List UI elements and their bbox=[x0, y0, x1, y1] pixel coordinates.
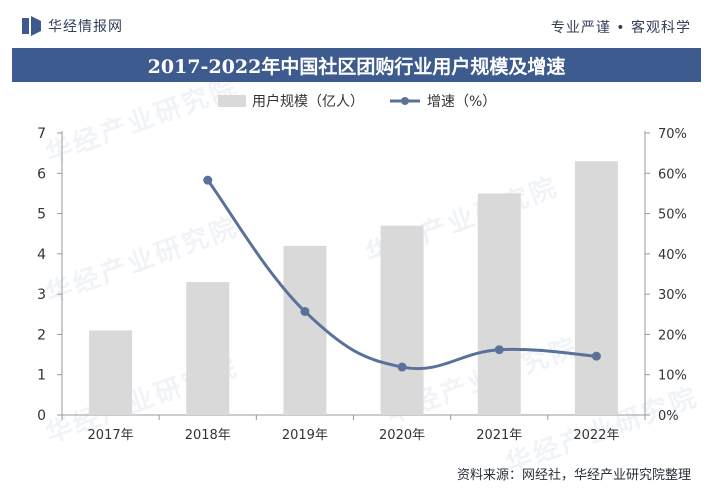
x-tick-label: 2019年 bbox=[282, 428, 328, 443]
bar bbox=[89, 330, 133, 415]
bar bbox=[283, 245, 327, 415]
bar bbox=[574, 161, 618, 415]
y2-tick-label: 10% bbox=[658, 369, 687, 384]
bar bbox=[186, 282, 230, 415]
y2-tick-label: 70% bbox=[658, 127, 687, 142]
x-tick-label: 2020年 bbox=[379, 428, 425, 443]
y-tick-label: 2 bbox=[37, 327, 46, 343]
growth-point bbox=[494, 345, 504, 355]
y2-tick-label: 50% bbox=[658, 208, 687, 223]
legend-bar-swatch bbox=[218, 95, 246, 107]
growth-point bbox=[203, 175, 213, 185]
brand-logo: 华经情报网 bbox=[22, 16, 123, 36]
growth-point bbox=[397, 362, 407, 372]
chart-title: 2017-2022年中国社区团购行业用户规模及增速 bbox=[12, 48, 701, 82]
growth-point bbox=[591, 351, 601, 361]
y-tick-label: 3 bbox=[37, 287, 46, 303]
bar bbox=[380, 225, 424, 415]
x-tick-label: 2018年 bbox=[185, 428, 231, 443]
legend-line-marker bbox=[401, 97, 409, 105]
y2-tick-label: 60% bbox=[658, 167, 687, 182]
x-tick-label: 2021年 bbox=[476, 428, 522, 443]
legend-line-label: 增速（%） bbox=[427, 94, 496, 110]
motto-text: 专业严谨 • 客观科学 bbox=[550, 20, 691, 36]
y-tick-label: 1 bbox=[37, 368, 46, 384]
brand-name: 华经情报网 bbox=[48, 19, 123, 35]
header-bar: 华经情报网 专业严谨 • 客观科学 bbox=[0, 0, 713, 48]
y2-tick-label: 30% bbox=[658, 288, 687, 303]
bar bbox=[477, 193, 521, 415]
y-tick-label: 7 bbox=[37, 126, 46, 142]
y2-tick-label: 40% bbox=[658, 248, 687, 263]
source-note: 资料来源：网经社，华经产业研究院整理 bbox=[456, 468, 691, 483]
growth-line bbox=[206, 179, 597, 371]
y-tick-label: 6 bbox=[37, 166, 46, 182]
x-tick-label: 2017年 bbox=[88, 428, 134, 443]
y-tick-label: 0 bbox=[37, 408, 46, 424]
y2-tick-label: 0% bbox=[658, 409, 679, 424]
legend-bar-label: 用户规模（亿人） bbox=[252, 93, 364, 110]
y-tick-label: 4 bbox=[37, 247, 46, 263]
x-tick-label: 2022年 bbox=[573, 428, 619, 443]
y-tick-label: 5 bbox=[37, 207, 46, 223]
y2-tick-label: 20% bbox=[658, 328, 687, 343]
logo-icon bbox=[22, 16, 42, 36]
growth-point bbox=[300, 306, 310, 316]
